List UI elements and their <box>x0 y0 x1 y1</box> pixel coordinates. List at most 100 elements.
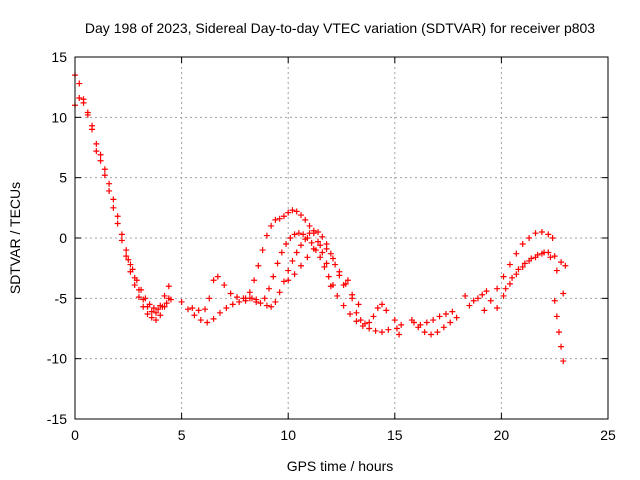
data-point <box>545 231 552 238</box>
data-point <box>268 222 275 229</box>
data-point <box>329 255 336 262</box>
data-point <box>332 261 339 268</box>
data-point <box>129 266 136 273</box>
x-tick-label: 0 <box>71 427 79 443</box>
series-sat-b <box>72 95 172 324</box>
data-point <box>285 277 292 284</box>
data-point <box>97 157 104 164</box>
data-point <box>474 295 481 302</box>
data-point <box>291 271 298 278</box>
data-point <box>494 285 501 292</box>
data-point <box>297 262 304 269</box>
data-point <box>93 148 100 155</box>
y-axis-label: SDTVAR / TECUs <box>7 182 23 294</box>
data-point <box>528 255 535 262</box>
data-point <box>549 235 556 241</box>
data-point <box>191 312 198 319</box>
series-sat-o <box>462 288 490 309</box>
x-axis-label: GPS time / hours <box>287 458 394 474</box>
data-point <box>398 321 405 328</box>
data-point <box>555 329 562 336</box>
data-point <box>195 307 202 314</box>
data-point <box>276 289 283 296</box>
data-point <box>353 318 360 325</box>
data-point <box>483 288 490 295</box>
data-point <box>447 319 454 326</box>
data-point <box>89 122 96 129</box>
data-point <box>291 231 298 238</box>
data-point <box>251 277 258 284</box>
data-point <box>541 249 548 256</box>
x-tick-label: 15 <box>387 427 403 443</box>
data-point <box>317 254 324 261</box>
series-sat-h <box>263 227 347 310</box>
data-point <box>449 308 456 315</box>
data-point <box>293 249 300 256</box>
data-point <box>118 231 125 238</box>
data-point <box>434 329 441 336</box>
data-point <box>268 303 275 310</box>
series-sat-l <box>391 317 405 338</box>
data-point <box>276 215 283 222</box>
data-point <box>379 301 386 308</box>
data-point <box>391 317 398 324</box>
data-point <box>236 298 243 305</box>
data-point <box>159 303 166 310</box>
data-point <box>106 187 113 194</box>
y-tick-label: 10 <box>51 109 67 125</box>
data-point <box>287 235 294 241</box>
data-point <box>423 319 430 326</box>
data-point <box>466 302 473 309</box>
data-point <box>155 306 162 313</box>
data-point <box>558 343 565 350</box>
data-point <box>206 295 213 302</box>
plot-frame <box>74 56 609 420</box>
data-point <box>562 262 569 269</box>
data-point <box>110 196 117 203</box>
y-tick-labels: -15 -10 -5 0 5 10 15 <box>47 49 67 427</box>
data-point <box>347 311 354 318</box>
data-point <box>302 236 309 243</box>
data-point <box>506 280 513 287</box>
data-point <box>547 254 554 261</box>
series-sat-p <box>481 228 556 314</box>
data-point <box>76 80 83 87</box>
data-point <box>442 311 449 318</box>
data-point <box>519 263 526 270</box>
data-point <box>261 295 268 302</box>
data-point <box>178 298 185 305</box>
data-point <box>150 304 157 311</box>
data-point <box>189 304 196 311</box>
series-sat-a <box>72 72 172 316</box>
data-point <box>500 292 507 299</box>
data-point <box>76 95 83 102</box>
data-point <box>144 311 151 318</box>
y-tick-label: 5 <box>59 170 67 186</box>
data-point <box>379 329 386 336</box>
data-point <box>502 285 509 292</box>
data-point <box>410 319 417 326</box>
series-sat-k <box>344 277 390 327</box>
data-point <box>229 301 236 308</box>
data-point <box>327 250 334 257</box>
data-point <box>393 325 400 332</box>
data-point <box>272 298 279 305</box>
data-point <box>289 257 296 264</box>
data-point <box>440 324 447 331</box>
data-point <box>123 253 130 260</box>
data-point <box>453 314 460 321</box>
y-tick-label: -15 <box>47 411 67 427</box>
data-point <box>553 313 560 320</box>
data-point <box>428 331 435 338</box>
data-point <box>321 263 328 270</box>
data-point <box>84 109 91 116</box>
data-point <box>234 294 241 301</box>
series-sat-g <box>253 230 336 307</box>
data-point <box>513 271 520 278</box>
data-point <box>361 320 368 327</box>
data-point <box>167 296 174 303</box>
data-point <box>101 172 108 179</box>
y-tick-label: 15 <box>51 49 67 65</box>
data-point <box>430 317 437 324</box>
